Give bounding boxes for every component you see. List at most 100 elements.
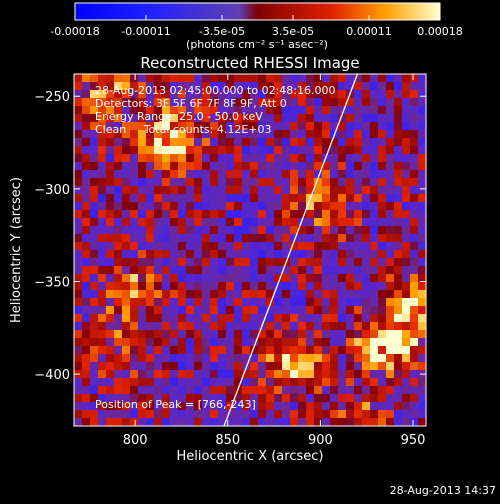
- heatmap-cell: [266, 354, 275, 363]
- heatmap-cell: [370, 298, 379, 307]
- heatmap-cell: [346, 210, 355, 219]
- heatmap-cell: [314, 226, 323, 235]
- heatmap-cell: [154, 242, 163, 251]
- heatmap-cell: [266, 138, 275, 147]
- heatmap-cell: [394, 290, 403, 299]
- heatmap-cell: [402, 410, 411, 419]
- heatmap-cell: [162, 362, 171, 371]
- heatmap-cell: [354, 162, 363, 171]
- heatmap-cell: [298, 202, 307, 211]
- heatmap-cell: [314, 74, 323, 83]
- heatmap-cell: [186, 402, 195, 411]
- heatmap-cell: [186, 234, 195, 243]
- colorbar-tick-label: 0.00011: [346, 25, 392, 38]
- heatmap-cell: [90, 82, 99, 91]
- heatmap-cell: [194, 274, 203, 283]
- heatmap-cell: [402, 218, 411, 227]
- heatmap-cell: [410, 170, 419, 179]
- heatmap-cell: [250, 314, 259, 323]
- heatmap-cell: [194, 122, 203, 131]
- heatmap-cell: [122, 354, 131, 363]
- heatmap-cell: [250, 202, 259, 211]
- heatmap-cell: [338, 242, 347, 251]
- heatmap-cell: [298, 370, 307, 379]
- heatmap-cell: [90, 306, 99, 315]
- heatmap-cell: [266, 386, 275, 395]
- heatmap-cell: [274, 138, 283, 147]
- heatmap-cell: [314, 146, 323, 155]
- heatmap-cell: [410, 82, 419, 91]
- heatmap-cell: [418, 130, 426, 139]
- heatmap-cell: [410, 218, 419, 227]
- heatmap-cell: [298, 178, 307, 187]
- heatmap-cell: [346, 138, 355, 147]
- heatmap-cell: [170, 314, 179, 323]
- heatmap-cell: [218, 274, 227, 283]
- heatmap-cell: [234, 354, 243, 363]
- heatmap-cell: [154, 122, 163, 131]
- heatmap-cell: [410, 178, 419, 187]
- heatmap-cell: [186, 386, 195, 395]
- heatmap-cell: [250, 242, 259, 251]
- heatmap-cell: [370, 74, 379, 83]
- heatmap-cell: [250, 410, 259, 419]
- heatmap-cell: [394, 162, 403, 171]
- heatmap-cell: [378, 362, 387, 371]
- heatmap-cell: [138, 346, 147, 355]
- heatmap-cell: [114, 146, 123, 155]
- heatmap-cell: [282, 282, 291, 291]
- heatmap-cell: [202, 402, 211, 411]
- heatmap-cell: [154, 98, 163, 107]
- heatmap-cell: [330, 418, 339, 426]
- heatmap-cell: [362, 402, 371, 411]
- heatmap-cell: [90, 202, 99, 211]
- heatmap-cell: [266, 242, 275, 251]
- heatmap-cell: [122, 162, 131, 171]
- heatmap-cell: [98, 370, 107, 379]
- heatmap-cell: [178, 322, 187, 331]
- heatmap-cell: [130, 402, 139, 411]
- heatmap-cell: [290, 298, 299, 307]
- heatmap-cell: [106, 258, 115, 267]
- heatmap-cell: [130, 370, 139, 379]
- heatmap-cell: [242, 74, 251, 83]
- heatmap-cell: [378, 274, 387, 283]
- heatmap-cell: [322, 386, 331, 395]
- heatmap-cell: [418, 90, 426, 99]
- heatmap-cell: [266, 394, 275, 403]
- heatmap-cell: [186, 218, 195, 227]
- heatmap-cell: [226, 346, 235, 355]
- heatmap-cell: [330, 266, 339, 275]
- heatmap-cell: [146, 274, 155, 283]
- heatmap-cell: [194, 226, 203, 235]
- heatmap-cell: [146, 122, 155, 131]
- heatmap-cell: [418, 378, 426, 387]
- heatmap-cell: [250, 226, 259, 235]
- heatmap-cell: [338, 90, 347, 99]
- heatmap-cell: [362, 114, 371, 123]
- heatmap-cell: [242, 202, 251, 211]
- heatmap-cell: [410, 114, 419, 123]
- x-tick-label: 850: [215, 433, 240, 448]
- heatmap-cell: [130, 250, 139, 259]
- heatmap-cell: [282, 210, 291, 219]
- heatmap-cell: [146, 186, 155, 195]
- heatmap-cell: [178, 258, 187, 267]
- heatmap-cell: [314, 274, 323, 283]
- limb-line: [223, 74, 359, 426]
- heatmap-cell: [210, 386, 219, 395]
- heatmap-cell: [186, 378, 195, 387]
- heatmap-cell: [234, 146, 243, 155]
- heatmap-cell: [274, 402, 283, 411]
- heatmap-cell: [186, 394, 195, 403]
- heatmap-cell: [202, 98, 211, 107]
- heatmap-cell: [282, 410, 291, 419]
- heatmap-cell: [306, 82, 315, 91]
- heatmap-cell: [298, 306, 307, 315]
- heatmap-cell: [170, 362, 179, 371]
- heatmap-cell: [154, 338, 163, 347]
- heatmap-cell: [402, 178, 411, 187]
- heatmap-cell: [314, 362, 323, 371]
- heatmap-cell: [114, 186, 123, 195]
- heatmap-cell: [266, 186, 275, 195]
